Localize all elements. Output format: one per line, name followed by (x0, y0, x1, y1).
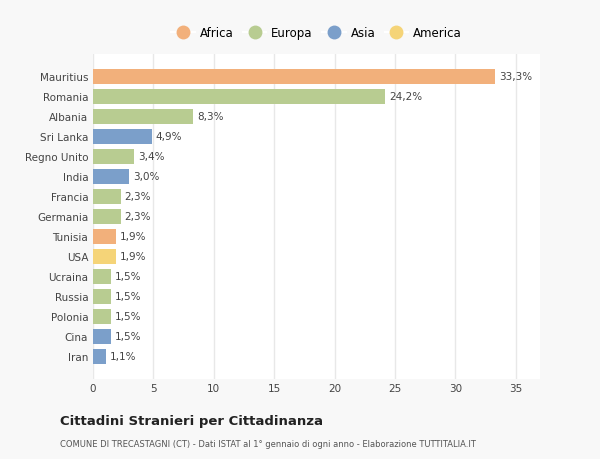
Text: 1,9%: 1,9% (119, 252, 146, 262)
Text: 1,5%: 1,5% (115, 331, 141, 341)
Text: 2,3%: 2,3% (124, 192, 151, 202)
Text: 1,9%: 1,9% (119, 232, 146, 242)
Text: COMUNE DI TRECASTAGNI (CT) - Dati ISTAT al 1° gennaio di ogni anno - Elaborazion: COMUNE DI TRECASTAGNI (CT) - Dati ISTAT … (60, 439, 476, 448)
Text: 3,0%: 3,0% (133, 172, 159, 182)
Text: 1,5%: 1,5% (115, 312, 141, 322)
Text: 24,2%: 24,2% (389, 92, 422, 102)
Bar (93, 289, 111, 304)
Bar (93, 269, 111, 284)
Bar (93, 90, 385, 105)
Bar (93, 309, 111, 324)
Text: 1,5%: 1,5% (115, 272, 141, 282)
Bar (93, 329, 111, 344)
Text: 8,3%: 8,3% (197, 112, 223, 122)
Bar (93, 190, 121, 204)
Text: Cittadini Stranieri per Cittadinanza: Cittadini Stranieri per Cittadinanza (60, 414, 323, 428)
Text: 2,3%: 2,3% (124, 212, 151, 222)
Text: 4,9%: 4,9% (156, 132, 182, 142)
Legend: Africa, Europa, Asia, America: Africa, Europa, Asia, America (167, 22, 466, 45)
Bar (93, 169, 129, 185)
Bar (93, 249, 116, 264)
Bar (93, 110, 193, 125)
Text: 33,3%: 33,3% (499, 72, 532, 82)
Text: 1,5%: 1,5% (115, 291, 141, 302)
Bar (93, 129, 152, 145)
Text: 3,4%: 3,4% (138, 152, 164, 162)
Bar (93, 150, 134, 164)
Text: 1,1%: 1,1% (110, 352, 136, 362)
Bar (93, 230, 116, 244)
Bar (93, 209, 121, 224)
Bar (93, 349, 106, 364)
Bar (93, 70, 496, 85)
